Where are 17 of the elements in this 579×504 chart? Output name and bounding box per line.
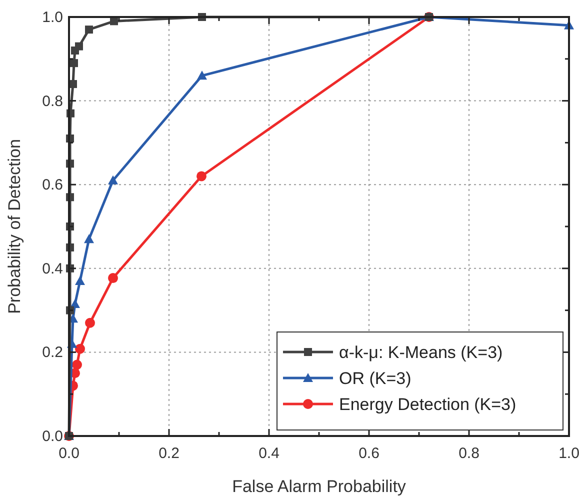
legend-label: Energy Detection (K=3) xyxy=(339,395,516,414)
y-tick-label: 0.0 xyxy=(42,428,63,445)
x-tick-label: 0.6 xyxy=(358,445,380,462)
y-tick-label: 0.6 xyxy=(42,176,63,194)
x-tick-label: 0.4 xyxy=(258,445,280,462)
y-tick-label: 0.4 xyxy=(42,260,63,278)
legend-label: α-k-μ: K-Means (K=3) xyxy=(339,343,503,362)
x-tick-label: 0.8 xyxy=(458,445,480,462)
y-axis-title: Probability of Detection xyxy=(5,139,24,314)
y-tick-label: 1.0 xyxy=(42,9,63,26)
x-axis-title: False Alarm Probability xyxy=(232,477,406,496)
legend-label: OR (K=3) xyxy=(339,369,412,388)
x-tick-label: 0.2 xyxy=(158,445,180,462)
x-tick-label: 1.0 xyxy=(558,445,579,462)
y-tick-label: 0.8 xyxy=(42,92,63,110)
x-tick-label: 0.0 xyxy=(58,445,80,462)
y-tick-label: 0.2 xyxy=(42,344,63,362)
